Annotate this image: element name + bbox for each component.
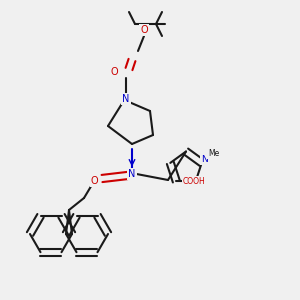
Text: O: O	[140, 25, 148, 35]
Text: N: N	[122, 94, 130, 104]
Text: N: N	[128, 169, 136, 179]
Text: O: O	[110, 67, 118, 77]
Text: COOH: COOH	[183, 177, 206, 186]
Text: N: N	[195, 177, 202, 186]
Text: N: N	[201, 155, 208, 164]
Text: O: O	[91, 176, 98, 187]
Text: Me: Me	[208, 149, 219, 158]
